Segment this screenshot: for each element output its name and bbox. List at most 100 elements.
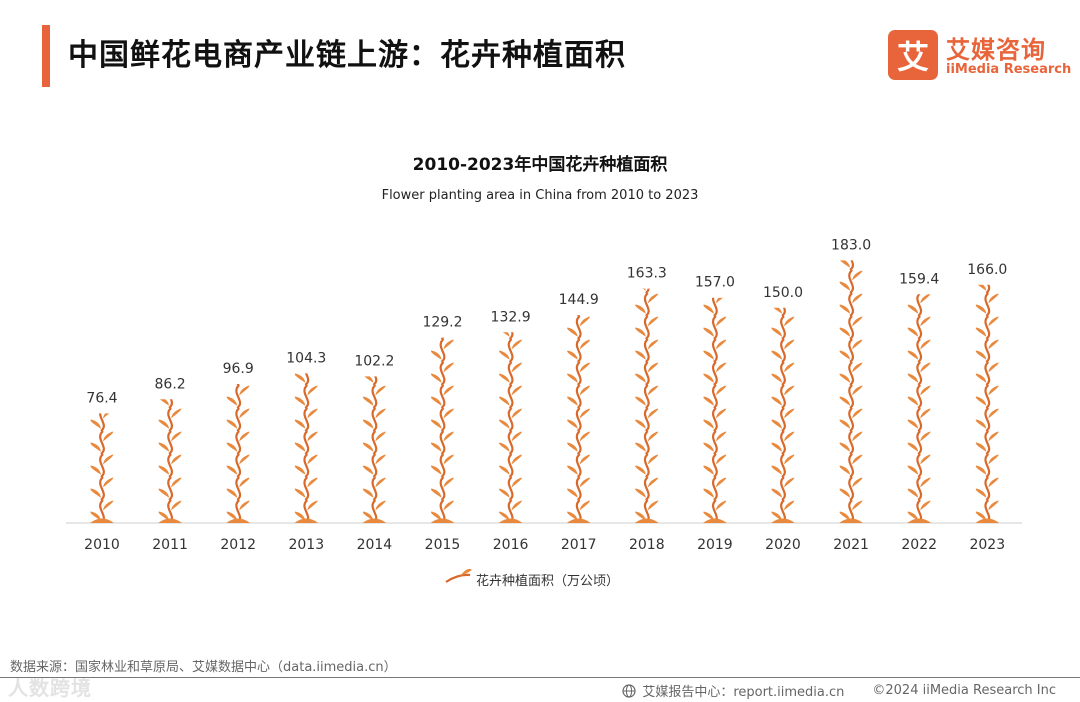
data-label: 159.4 bbox=[899, 271, 939, 287]
chart-bar bbox=[498, 332, 523, 524]
leaf-shape bbox=[511, 408, 522, 419]
stem-segment bbox=[167, 407, 174, 432]
leaf-shape bbox=[907, 327, 919, 337]
stem-segment bbox=[848, 361, 855, 386]
leaf-shape bbox=[499, 465, 510, 475]
stem-segment bbox=[711, 338, 718, 363]
leaf-shape bbox=[567, 442, 578, 452]
leaf-shape bbox=[430, 373, 442, 383]
leaf-shape bbox=[511, 500, 522, 511]
stem-segment bbox=[643, 338, 650, 363]
leaf-shape bbox=[715, 500, 727, 511]
brand-name-cn: 艾媒咨询 bbox=[946, 36, 1046, 64]
leaf-shape bbox=[567, 419, 578, 429]
leaf-shape bbox=[975, 465, 987, 475]
leaf-shape bbox=[771, 511, 782, 521]
stem-segment bbox=[780, 453, 786, 478]
leaf-shape bbox=[307, 408, 318, 419]
stem-segment bbox=[780, 430, 786, 455]
stem-segment bbox=[99, 430, 105, 455]
chart-bar bbox=[430, 337, 455, 523]
leaf-shape bbox=[171, 500, 182, 511]
leaf-shape bbox=[511, 477, 522, 488]
x-tick-label: 2014 bbox=[357, 537, 393, 553]
leaf-shape bbox=[635, 304, 646, 314]
bar-base-mound bbox=[566, 518, 591, 523]
stem-segment bbox=[507, 407, 514, 432]
leaf-shape bbox=[852, 454, 863, 465]
leaf-shape bbox=[443, 500, 454, 511]
data-label: 132.9 bbox=[491, 309, 531, 325]
bar-base-mound bbox=[498, 518, 523, 523]
leaf-shape bbox=[499, 419, 510, 429]
leaf-shape bbox=[567, 350, 578, 360]
chart-bar bbox=[702, 297, 727, 523]
leaf-shape bbox=[715, 362, 727, 373]
leaf-shape bbox=[307, 454, 318, 465]
leaf-shape bbox=[499, 488, 510, 498]
stem-segment bbox=[711, 430, 718, 455]
stem-segment bbox=[643, 430, 650, 455]
leaf-shape bbox=[375, 500, 386, 511]
leaf-shape bbox=[977, 284, 987, 291]
leaf-shape bbox=[579, 431, 590, 442]
leaf-shape bbox=[226, 488, 238, 498]
leaf-shape bbox=[430, 396, 442, 406]
stem-segment bbox=[780, 361, 786, 386]
data-label: 157.0 bbox=[695, 275, 735, 291]
stem-segment bbox=[371, 476, 378, 501]
leaf-shape bbox=[715, 431, 727, 442]
leaf-shape bbox=[715, 385, 727, 396]
chart-bar bbox=[226, 383, 251, 523]
leaf-shape bbox=[567, 373, 578, 383]
chart-bar bbox=[294, 373, 319, 523]
page-title: 中国鲜花电商产业链上游：花卉种植面积 bbox=[68, 38, 626, 73]
leaf-shape bbox=[975, 327, 987, 337]
leaf-shape bbox=[920, 362, 931, 373]
leaf-shape bbox=[703, 327, 714, 337]
leaf-shape bbox=[294, 419, 306, 429]
stem-segment bbox=[984, 315, 991, 340]
stem-segment bbox=[167, 430, 174, 455]
stem-segment bbox=[439, 430, 446, 455]
leaf-shape bbox=[907, 442, 919, 452]
stem-segment bbox=[711, 407, 718, 432]
leaf-shape bbox=[362, 488, 374, 498]
stem-segment bbox=[575, 384, 582, 409]
stem-segment bbox=[439, 407, 446, 432]
leaf-shape bbox=[362, 396, 374, 406]
bar-base-mound bbox=[839, 518, 864, 523]
stem-segment bbox=[780, 384, 786, 409]
stem-segment bbox=[575, 476, 582, 501]
stem-segment bbox=[643, 407, 650, 432]
leaf-shape bbox=[715, 316, 727, 327]
leaf-shape bbox=[647, 293, 659, 304]
leaf-shape bbox=[839, 419, 851, 429]
leaf-shape bbox=[430, 465, 442, 475]
leaf-shape bbox=[988, 293, 999, 304]
stem-segment bbox=[235, 407, 242, 432]
bar-base-mound bbox=[158, 518, 183, 523]
data-label: 166.0 bbox=[967, 262, 1007, 278]
stem-segment bbox=[235, 453, 242, 478]
leaf-shape bbox=[567, 511, 578, 521]
stem-segment bbox=[848, 269, 855, 294]
stem-segment bbox=[848, 407, 855, 432]
leaf-shape bbox=[852, 385, 863, 396]
leaf-shape bbox=[90, 419, 101, 429]
stem-segment bbox=[507, 453, 514, 478]
stem-segment bbox=[643, 315, 650, 340]
stem-segment bbox=[711, 384, 718, 409]
leaf-shape bbox=[988, 339, 999, 350]
leaf-shape bbox=[103, 454, 114, 465]
report-center-link[interactable]: 艾媒报告中心：report.iimedia.cn bbox=[642, 685, 845, 700]
leaf-shape bbox=[773, 307, 782, 314]
leaf-shape bbox=[920, 477, 931, 488]
leaf-shape bbox=[647, 408, 659, 419]
footer-divider bbox=[0, 677, 1080, 678]
leaf-shape bbox=[839, 350, 851, 360]
chart-bar bbox=[362, 376, 387, 523]
leaf-shape bbox=[703, 373, 714, 383]
legend-icon-leaf bbox=[460, 568, 472, 576]
leaf-shape bbox=[579, 500, 590, 511]
